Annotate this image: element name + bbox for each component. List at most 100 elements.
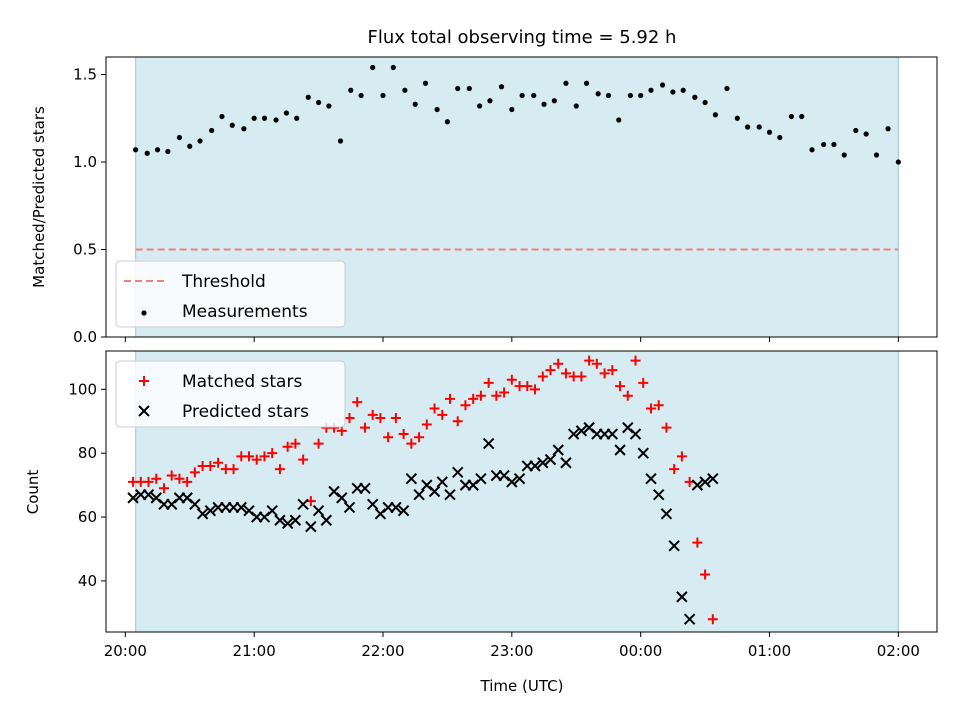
matched-star-point (460, 400, 471, 411)
matched-star-point (274, 464, 285, 475)
matched-star-point (290, 438, 301, 449)
measurement-point (885, 126, 891, 132)
matched-star-point (522, 381, 533, 392)
predicted-star-point (482, 437, 495, 450)
matched-star-point (537, 371, 548, 382)
series-matched-stars (128, 355, 718, 625)
matched-star-point (700, 569, 711, 580)
matched-star-point (259, 451, 270, 462)
matched-star-point (615, 381, 626, 392)
legend-box (115, 360, 346, 428)
predicted-star-point (676, 591, 688, 603)
measurement-point (605, 92, 612, 99)
matched-star-point (158, 483, 169, 494)
measurement-point (680, 87, 686, 93)
measurement-point (756, 124, 762, 130)
matched-star-point (244, 451, 255, 462)
measurement-point (434, 106, 440, 113)
predicted-star-point (575, 425, 588, 437)
matched-star-point (383, 432, 394, 443)
matched-star-point (359, 422, 370, 433)
measurement-point (541, 101, 547, 107)
matched-star-point (499, 387, 510, 398)
measurement-point (187, 143, 193, 149)
measurement-point (348, 87, 354, 93)
matched-star-point (545, 365, 556, 376)
measurement-point (595, 91, 601, 97)
measurement-point (498, 84, 505, 90)
predicted-star-point (668, 540, 680, 552)
matched-star-point (282, 441, 293, 452)
predicted-star-point (281, 517, 294, 530)
legend-label: Threshold (181, 272, 266, 292)
measurement-point (412, 101, 418, 107)
matched-star-point (189, 467, 200, 478)
measurement-point (165, 148, 171, 155)
legend-label: Predicted stars (182, 402, 309, 422)
predicted-star-point (691, 479, 704, 491)
measurement-point (219, 113, 225, 120)
legend: Threshold Measurements (115, 260, 346, 328)
measurement-point (616, 117, 622, 123)
measurement-point (670, 89, 676, 95)
top-panel: Flux total observing time = 5.92 h 0.00.… (30, 27, 938, 346)
predicted-star-point (127, 492, 139, 504)
predicted-star-point (614, 444, 626, 456)
measurement-point (261, 115, 268, 121)
matched-star-point (421, 419, 432, 430)
predicted-star-point (606, 428, 619, 440)
measurement-point (821, 141, 827, 148)
x-tick-label: 23:00 (490, 642, 533, 660)
y-tick-label: 0.5 (73, 241, 97, 259)
matched-star-point (475, 390, 486, 401)
legend-label: Measurements (182, 302, 308, 322)
bottom-plot-area: 40 60 80 100 20:00 21:00 22:00 23:00 00:00 01:00 0… (68, 350, 938, 660)
matched-star-point (645, 403, 656, 414)
measurement-point (380, 92, 386, 99)
series-measurements (133, 64, 901, 165)
legend-box (115, 260, 346, 328)
measurement-point (788, 113, 795, 120)
predicted-star-point (537, 457, 549, 469)
predicted-star-point (235, 501, 247, 514)
measurement-point (229, 122, 235, 128)
matched-star-point (707, 614, 718, 625)
matched-star-point (251, 454, 262, 465)
measurement-point (873, 152, 880, 158)
legend-x-swatch (138, 405, 150, 417)
measurement-point (176, 134, 183, 141)
predicted-star-point (428, 485, 441, 498)
measurement-point (466, 85, 472, 92)
x-tick-label: 00:00 (619, 642, 662, 660)
measurement-point (251, 115, 257, 121)
measurement-point (659, 82, 666, 88)
matched-star-point (692, 537, 703, 548)
measurement-point (241, 126, 247, 132)
measurement-point (444, 119, 451, 125)
measurement-point (573, 103, 579, 109)
measurement-point (358, 92, 364, 99)
matched-star-point (390, 413, 401, 424)
measurement-point (144, 150, 150, 156)
measurement-point (422, 80, 429, 86)
x-tick-label: 02:00 (877, 642, 920, 660)
matched-star-point (653, 400, 664, 411)
measurement-point (390, 64, 396, 71)
matched-star-point (444, 393, 455, 404)
matched-star-point (661, 422, 672, 433)
y-tick-label: 1.5 (73, 66, 97, 84)
matched-star-point (483, 377, 494, 388)
measurement-point (402, 87, 408, 93)
matched-star-point (530, 384, 541, 395)
matched-star-point (491, 390, 502, 401)
predicted-star-point (506, 476, 518, 488)
predicted-star-point (444, 488, 456, 501)
measurement-point (638, 92, 644, 99)
matched-star-point (182, 476, 193, 487)
measurement-point (895, 159, 901, 165)
matched-star-point (638, 377, 649, 388)
matched-star-point (344, 413, 355, 424)
predicted-star-point (405, 473, 418, 485)
predicted-star-point (359, 482, 371, 495)
predicted-star-point (452, 466, 464, 479)
